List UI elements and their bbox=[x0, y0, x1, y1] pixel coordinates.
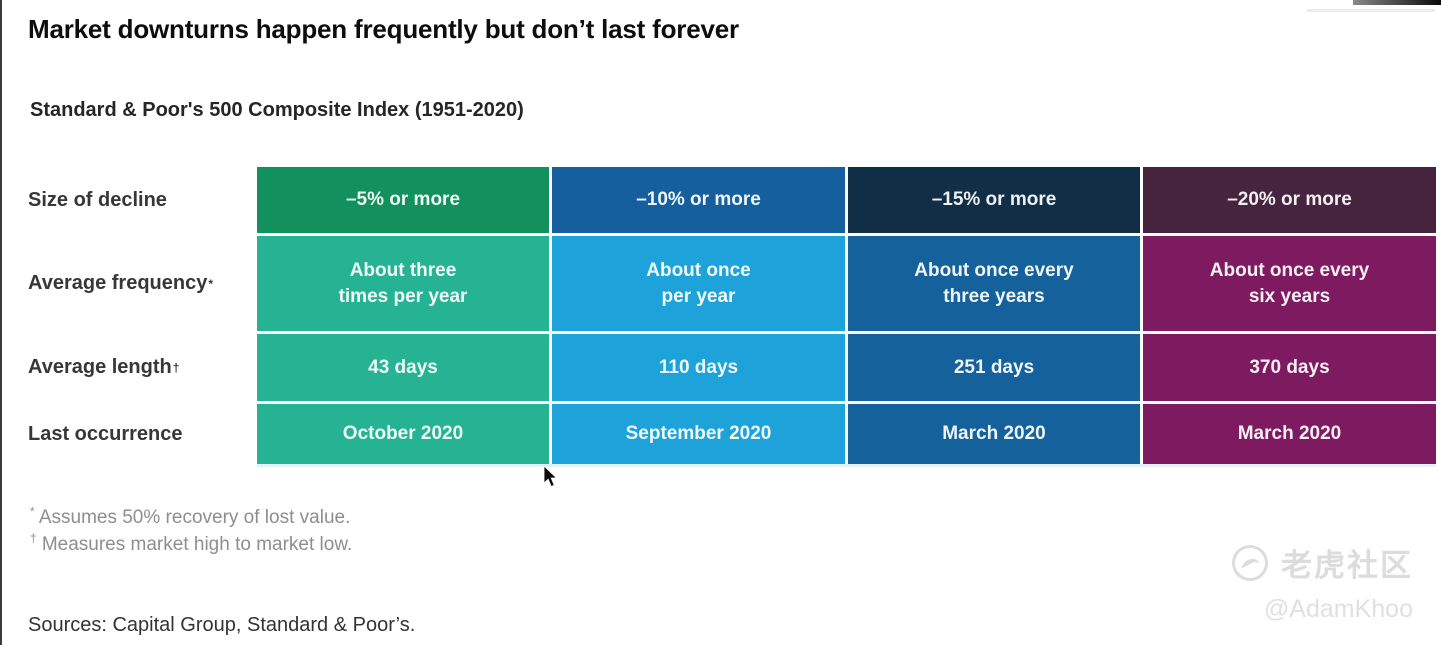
frequency-line2: three years bbox=[943, 285, 1045, 307]
frequency-line1: About once every bbox=[914, 259, 1074, 281]
cell-occurrence-col4: March 2020 bbox=[1143, 404, 1436, 464]
row-label-last-occurrence: Last occurrence bbox=[20, 404, 254, 464]
cell-length-col4: 370 days bbox=[1143, 334, 1436, 401]
cell-decline-col2: –10% or more bbox=[552, 167, 845, 233]
footnote-asterisk: * Assumes 50% recovery of lost value. bbox=[30, 504, 352, 531]
watermark-brand-row: 老虎社区 bbox=[1231, 540, 1413, 585]
cell-occurrence-col2: September 2020 bbox=[552, 404, 845, 464]
downturn-table: Size of decline –5% or more –10% or more… bbox=[20, 167, 1436, 464]
row-label-average-length: Average length † bbox=[20, 334, 254, 401]
top-edge-smear bbox=[1307, 9, 1435, 12]
cell-decline-col4: –20% or more bbox=[1143, 167, 1436, 233]
cell-frequency-col1: About three times per year bbox=[257, 236, 549, 331]
row-label-text: Last occurrence bbox=[28, 422, 183, 445]
footnote-marker: † bbox=[30, 532, 37, 546]
tiger-community-icon bbox=[1232, 544, 1268, 581]
row-label-size-of-decline: Size of decline bbox=[20, 167, 254, 233]
cell-frequency-col4: About once every six years bbox=[1143, 236, 1436, 331]
watermark-brand-text: 老虎社区 bbox=[1281, 548, 1413, 583]
left-edge-line bbox=[0, 0, 2, 645]
frequency-line2: six years bbox=[1248, 285, 1331, 307]
footnote-marker: * bbox=[30, 505, 35, 519]
frequency-line1: About once every bbox=[1209, 259, 1370, 281]
frequency-line2: per year bbox=[661, 285, 736, 307]
frequency-line2: times per year bbox=[338, 285, 468, 307]
table-bottom-line bbox=[257, 464, 1436, 467]
cell-occurrence-col3: March 2020 bbox=[848, 404, 1140, 464]
mouse-cursor-icon bbox=[543, 466, 558, 488]
sources-line: Sources: Capital Group, Standard & Poor’… bbox=[28, 614, 416, 636]
row-label-text: Average frequency bbox=[28, 272, 208, 294]
watermark: 老虎社区 @AdamKhoo bbox=[1231, 540, 1413, 624]
cell-length-col1: 43 days bbox=[257, 334, 549, 401]
cell-length-col3: 251 days bbox=[848, 334, 1140, 401]
frequency-line1: About three bbox=[349, 259, 457, 281]
chart-subtitle: Standard & Poor's 500 Composite Index (1… bbox=[30, 99, 524, 121]
cell-length-col2: 110 days bbox=[552, 334, 845, 401]
page-title: Market downturns happen frequently but d… bbox=[28, 14, 739, 44]
footnote-dagger: † Measures market high to market low. bbox=[30, 531, 352, 558]
footnote-text: Measures market high to market low. bbox=[41, 534, 353, 555]
cell-decline-col3: –15% or more bbox=[848, 167, 1140, 233]
top-edge-artifact bbox=[1353, 0, 1441, 5]
cell-frequency-col2: About once per year bbox=[552, 236, 845, 331]
cell-occurrence-col1: October 2020 bbox=[257, 404, 549, 464]
watermark-handle: @AdamKhoo bbox=[1263, 595, 1413, 623]
cell-frequency-col3: About once every three years bbox=[848, 236, 1140, 331]
cell-decline-col1: –5% or more bbox=[257, 167, 549, 233]
footnote-text: Assumes 50% recovery of lost value. bbox=[38, 507, 351, 528]
row-label-text: Size of decline bbox=[28, 188, 167, 211]
row-label-average-frequency: Average frequency * bbox=[20, 236, 254, 331]
frequency-line1: About once bbox=[646, 259, 751, 281]
footnotes: * Assumes 50% recovery of lost value. † … bbox=[30, 504, 352, 558]
row-label-text: Average length bbox=[28, 356, 172, 378]
